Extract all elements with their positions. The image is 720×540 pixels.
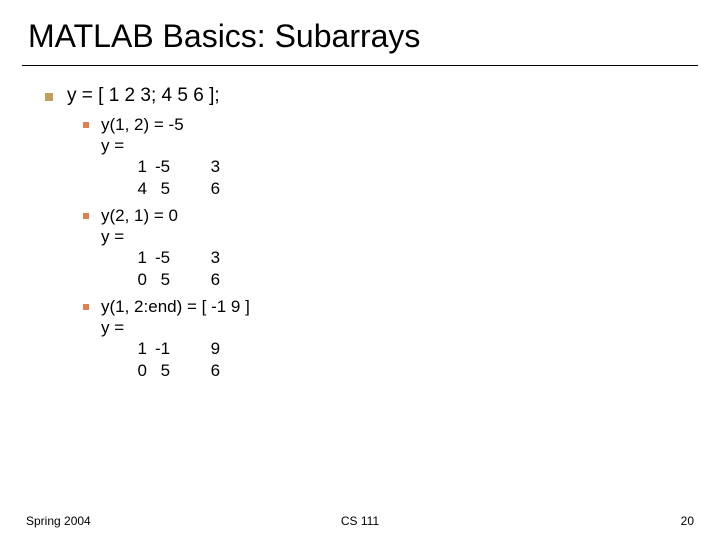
bullet-icon: [83, 304, 89, 310]
bullet-icon: [83, 213, 89, 219]
matrix-1: 1 -5 3 0 5 6: [121, 247, 228, 290]
footer-center: CS 111: [341, 514, 379, 528]
cell: 6: [194, 360, 228, 381]
cell: 6: [194, 178, 228, 199]
cell: -5: [155, 247, 194, 268]
cell: 1: [121, 247, 155, 268]
sub-bullet-list: y(1, 2) = -5 y = 1 -5 3 4 5 6: [45, 114, 720, 381]
sub-line1: y(2, 1) = 0: [101, 205, 228, 226]
footer: Spring 2004 CS 111 20: [0, 514, 720, 528]
cell: -5: [155, 156, 194, 177]
matrix-0: 1 -5 3 4 5 6: [121, 156, 228, 199]
cell: 5: [155, 360, 194, 381]
bullet-icon: [83, 122, 89, 128]
sub-line2: y =: [101, 317, 250, 338]
sub-bullet-body: y(2, 1) = 0 y = 1 -5 3 0 5 6: [101, 205, 228, 290]
sub-bullet-body: y(1, 2:end) = [ -1 9 ] y = 1 -1 9 0 5 6: [101, 296, 250, 381]
sub-bullet-body: y(1, 2) = -5 y = 1 -5 3 4 5 6: [101, 114, 228, 199]
slide-title: MATLAB Basics: Subarrays: [0, 0, 720, 65]
cell: -1: [155, 338, 194, 359]
sub-bullet-1: y(2, 1) = 0 y = 1 -5 3 0 5 6: [83, 205, 720, 290]
bullet-main: y = [ 1 2 3; 4 5 6 ];: [45, 84, 720, 108]
sub-bullet-2: y(1, 2:end) = [ -1 9 ] y = 1 -1 9 0 5 6: [83, 296, 720, 381]
sub-line1: y(1, 2:end) = [ -1 9 ]: [101, 296, 250, 317]
cell: 1: [121, 338, 155, 359]
cell: 0: [121, 360, 155, 381]
sub-line2: y =: [101, 135, 228, 156]
content-area: y = [ 1 2 3; 4 5 6 ]; y(1, 2) = -5 y = 1…: [0, 66, 720, 381]
cell: 1: [121, 156, 155, 177]
sub-line1: y(1, 2) = -5: [101, 114, 228, 135]
bullet-main-text: y = [ 1 2 3; 4 5 6 ];: [67, 84, 220, 108]
matrix-2: 1 -1 9 0 5 6: [121, 338, 228, 381]
cell: 0: [121, 269, 155, 290]
footer-left: Spring 2004: [26, 514, 91, 528]
footer-right: 20: [681, 514, 694, 528]
cell: 3: [194, 156, 228, 177]
cell: 4: [121, 178, 155, 199]
cell: 5: [155, 269, 194, 290]
sub-line2: y =: [101, 226, 228, 247]
cell: 3: [194, 247, 228, 268]
sub-bullet-0: y(1, 2) = -5 y = 1 -5 3 4 5 6: [83, 114, 720, 199]
cell: 9: [194, 338, 228, 359]
cell: 5: [155, 178, 194, 199]
cell: 6: [194, 269, 228, 290]
bullet-icon: [45, 93, 53, 101]
